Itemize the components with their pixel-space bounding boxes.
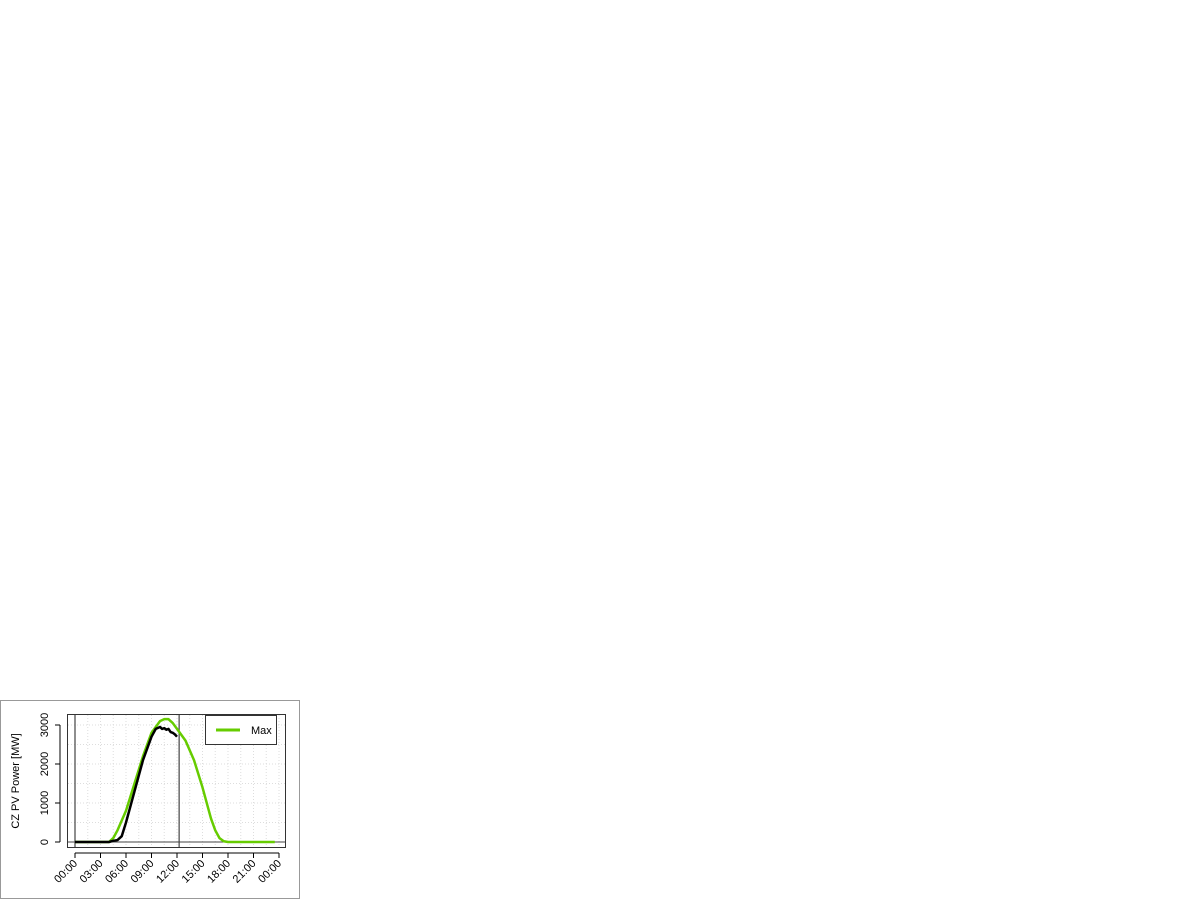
legend-label-max: Max — [251, 725, 272, 737]
y-axis: 0 1000 2000 3000 — [39, 713, 61, 845]
y-tick-label: 2000 — [39, 752, 51, 776]
y-tick-label: 1000 — [39, 791, 51, 815]
plot-box — [67, 714, 286, 848]
series-line-actual — [75, 725, 178, 844]
y-tick-label: 3000 — [39, 713, 51, 737]
y-tick-label: 0 — [39, 839, 51, 845]
series-line-max — [75, 717, 275, 844]
legend: Max — [205, 715, 277, 745]
y-axis-label: CZ PV Power [MW] — [10, 733, 22, 828]
series-lines — [75, 717, 275, 844]
